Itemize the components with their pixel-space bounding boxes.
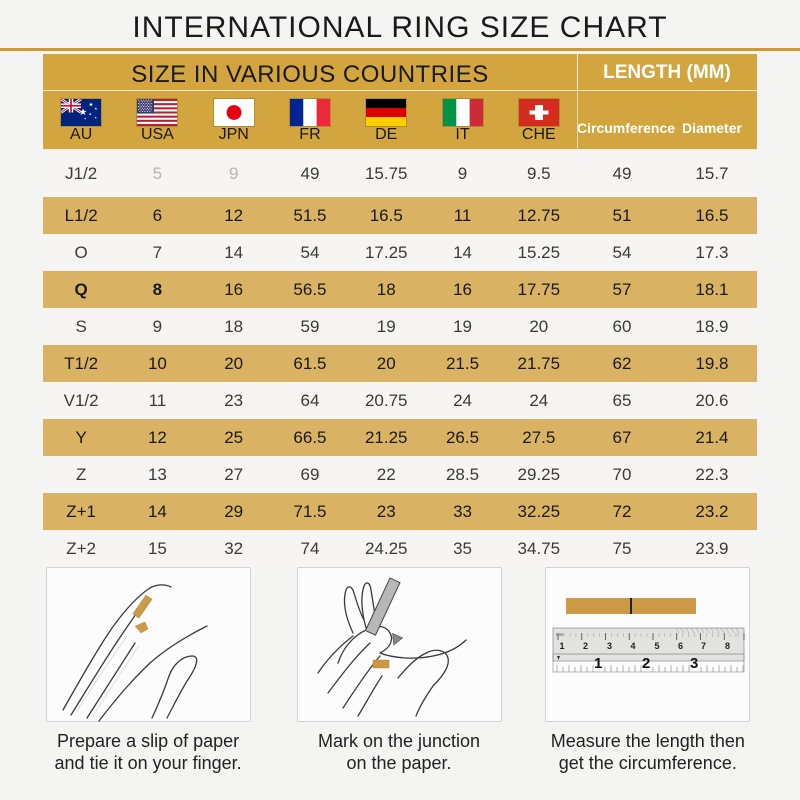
svg-text:7: 7 [701, 641, 706, 651]
svg-text:3: 3 [607, 641, 612, 651]
svg-text:8: 8 [725, 641, 730, 651]
svg-text:2: 2 [583, 641, 588, 651]
svg-text:1: 1 [560, 641, 565, 651]
svg-text:4: 4 [631, 641, 636, 651]
svg-text:6: 6 [678, 641, 683, 651]
svg-text:2: 2 [642, 655, 650, 672]
svg-text:mm: mm [556, 632, 564, 637]
svg-text:3: 3 [690, 655, 698, 672]
svg-text:1: 1 [594, 655, 602, 672]
svg-text:5: 5 [655, 641, 660, 651]
